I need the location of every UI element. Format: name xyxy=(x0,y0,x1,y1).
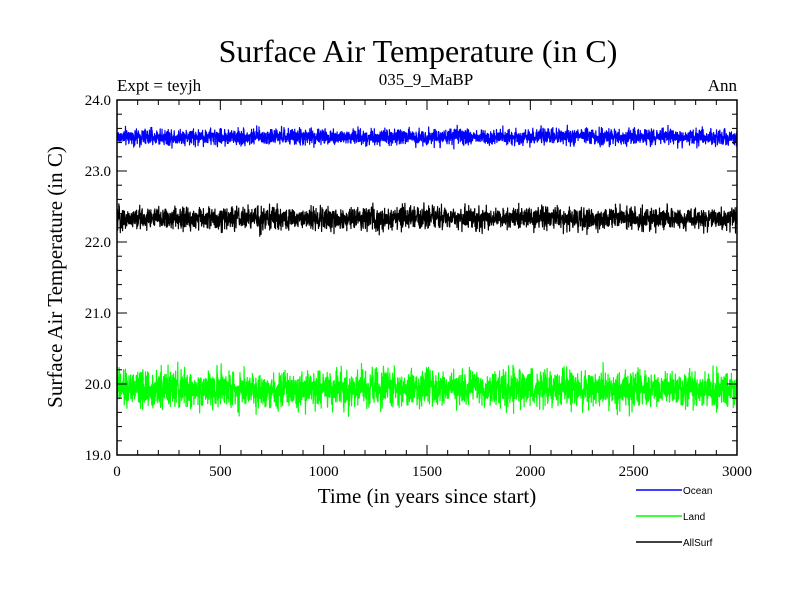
season-label: Ann xyxy=(708,76,738,95)
y-tick-label: 20.0 xyxy=(85,377,111,393)
y-tick-label: 24.0 xyxy=(85,93,111,109)
y-axis-label: Surface Air Temperature (in C) xyxy=(43,146,67,408)
y-tick-label: 21.0 xyxy=(85,306,111,322)
x-tick-label: 0 xyxy=(113,464,121,480)
legend-label-ocean: Ocean xyxy=(683,486,712,497)
series-layer xyxy=(116,124,738,417)
chart-subtitle: 035_9_MaBP xyxy=(379,70,473,89)
x-axis-label: Time (in years since start) xyxy=(318,484,537,508)
chart-title: Surface Air Temperature (in C) xyxy=(219,33,618,69)
x-tick-label: 3000 xyxy=(722,464,752,480)
legend-label-land: Land xyxy=(683,512,705,523)
series-line-allsurf xyxy=(116,202,738,237)
legend: Ocean Land AllSurf xyxy=(636,486,713,549)
expt-label: Expt = teyjh xyxy=(117,76,202,95)
axes-layer: 19.0 20.0 21.0 22.0 23.0 24.0 0 500 1000 1500 2000… xyxy=(85,93,752,480)
y-tick-label: 23.0 xyxy=(85,164,111,180)
y-tick-label: 22.0 xyxy=(85,235,111,251)
y-tick-label: 19.0 xyxy=(85,448,111,464)
x-tick-label: 1500 xyxy=(412,464,442,480)
series-line-land xyxy=(116,361,738,417)
x-tick-label: 2500 xyxy=(619,464,649,480)
x-tick-label: 2000 xyxy=(515,464,545,480)
legend-label-allsurf: AllSurf xyxy=(683,538,713,549)
x-tick-label: 500 xyxy=(209,464,232,480)
series-line-ocean xyxy=(116,124,738,150)
x-tick-label: 1000 xyxy=(309,464,339,480)
